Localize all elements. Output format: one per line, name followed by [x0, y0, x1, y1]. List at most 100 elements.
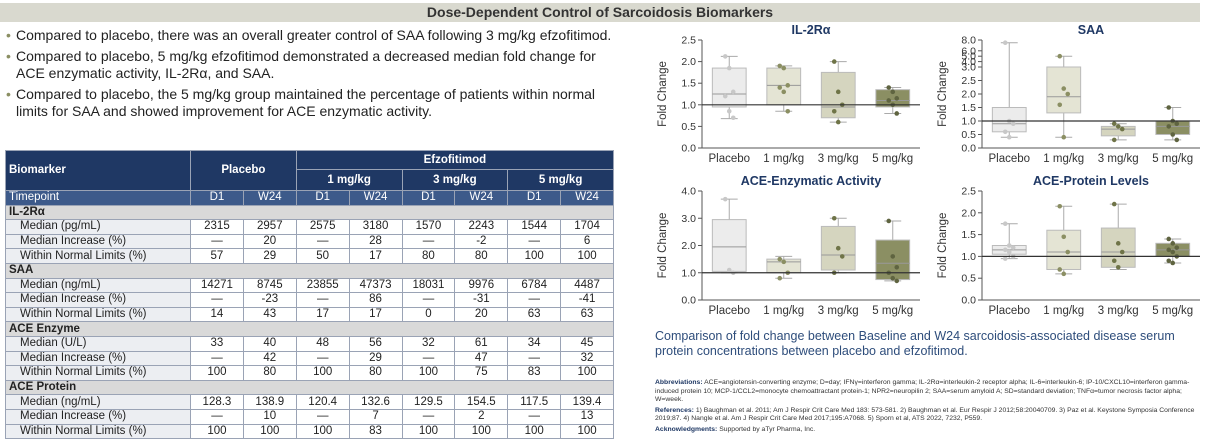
box [766, 67, 802, 106]
data-row: Median Increase (%) —42—29—47—32 [5, 350, 614, 367]
point [1115, 265, 1121, 270]
data-row: Median Increase (%) —10—7—2—13 [5, 408, 614, 425]
x-tick-label: 1 mg/kg [1043, 305, 1084, 317]
cell: 100 [507, 248, 562, 264]
point [1119, 126, 1125, 132]
point [890, 275, 896, 281]
bullet: Compared to placebo, the 5 mg/kg group m… [6, 86, 616, 120]
point [1006, 243, 1012, 248]
point [777, 275, 783, 281]
acknowledgments: Acknowledgments: Supported by aTyr Pharm… [655, 426, 1205, 435]
y-tick-label: 1.5 [961, 229, 976, 241]
cell: 4487 [560, 277, 614, 294]
y-tick-label: 2.5 [681, 35, 696, 47]
cell: 138.9 [242, 394, 297, 410]
chart-title: ACE-Protein Levels [1033, 174, 1149, 188]
cell: 132.6 [348, 394, 403, 410]
x-tick-label: 1 mg/kg [763, 305, 804, 317]
header-cell: D1 [401, 190, 456, 206]
cell: 100 [242, 423, 297, 440]
data-row: Within Normal Limits (%) 14 43 17 17 0 20 63 63 [5, 306, 614, 323]
cell: — [190, 350, 244, 367]
point [886, 85, 892, 90]
point [890, 254, 896, 259]
point [831, 108, 837, 114]
cell: 100 [401, 423, 456, 440]
y-axis-label: Fold Change [937, 61, 949, 127]
row-label: Median Increase (%) [5, 233, 191, 250]
point [1119, 249, 1125, 255]
point [831, 215, 837, 221]
row-label: Median (U/L) [5, 335, 191, 352]
point [781, 259, 787, 265]
cell: 1704 [560, 219, 614, 235]
chart-title: ACE-Enzymatic Activity [741, 174, 882, 188]
point [1002, 247, 1008, 253]
footnotes: Abbreviations: ACE=angiotensin-convertin… [655, 379, 1205, 437]
section-name: ACE Protein [5, 379, 614, 396]
cell: 10 [242, 408, 297, 425]
x-tick-label: 5 mg/kg [1152, 153, 1193, 165]
y-tick-label: 1.0 [681, 267, 696, 279]
data-row: Median Increase (%) — -23—86— -31— -41 [5, 292, 614, 308]
cell: 100 [560, 423, 614, 440]
cell: 139.4 [560, 394, 614, 410]
y-tick-label: 0.0 [961, 143, 976, 155]
point [1061, 271, 1067, 277]
box [875, 239, 911, 281]
label: References: [655, 406, 694, 414]
text: ACE=angiotensin-converting enzyme; D=day… [655, 379, 1190, 404]
point [1174, 121, 1180, 126]
y-tick-label: 6.0 [961, 45, 976, 57]
x-tick-label: 3 mg/kg [1098, 153, 1139, 165]
point [839, 254, 845, 259]
point [722, 93, 728, 99]
cell: 100 [560, 365, 614, 381]
chart-title: SAA [1078, 23, 1104, 37]
cell: 7 [348, 408, 403, 425]
data-row: Within Normal Limits (%) 100 80 100 80 100 75 8… [5, 365, 614, 381]
header-cell: W24 [560, 190, 614, 206]
point [1115, 124, 1121, 129]
box [711, 67, 747, 108]
chart-title: IL-2Rα [792, 23, 831, 37]
point [1057, 203, 1063, 209]
cell: 17 [348, 306, 403, 323]
cell: 2575 [295, 219, 350, 235]
box [711, 219, 747, 272]
cell: 100 [560, 248, 614, 264]
x-tick-label: 1 mg/kg [1043, 153, 1084, 165]
point [785, 108, 791, 114]
y-axis-label: Fold Change [937, 213, 949, 279]
row-label: Within Normal Limits (%) [5, 365, 191, 381]
header-cell: Biomarker [5, 150, 191, 191]
section-name: SAA [5, 262, 614, 279]
data-row: Median (pg/mL) 2315 2957 2575 3180 1570 2243 15… [5, 219, 614, 235]
y-tick-label: 1.5 [961, 102, 976, 114]
y-tick-label: 3.0 [961, 62, 976, 74]
point [886, 218, 892, 224]
point [726, 65, 732, 71]
point [1010, 245, 1016, 250]
cell: 45 [560, 335, 614, 352]
point [1061, 234, 1067, 240]
cell: 32 [560, 350, 614, 367]
cell: 117.5 [507, 394, 562, 410]
cell: 154.5 [454, 394, 509, 410]
point [726, 267, 732, 273]
cell: — [295, 408, 350, 425]
cell: — [401, 350, 456, 367]
header-cell: Timepoint [5, 190, 191, 206]
y-tick-label: 0.5 [961, 129, 976, 141]
cell: — [190, 408, 244, 425]
cell: — [401, 408, 456, 425]
cell: 100 [401, 365, 456, 381]
point [835, 119, 841, 125]
row-label: Median Increase (%) [5, 292, 191, 308]
header-row: 1 mg/kg 3 mg/kg 5 mg/kg [6, 169, 614, 191]
y-tick-label: 0.5 [681, 121, 696, 133]
point [894, 96, 900, 101]
y-axis-label: Fold Change [657, 61, 669, 127]
y-tick-label: 1.5 [681, 78, 696, 90]
